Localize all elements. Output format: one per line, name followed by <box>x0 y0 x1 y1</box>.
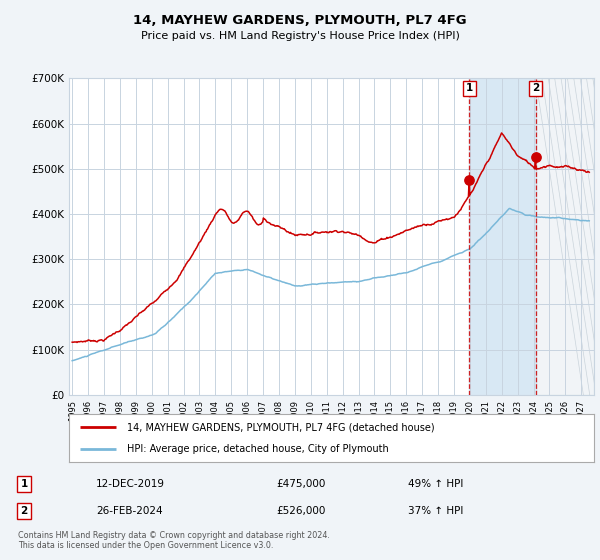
Text: Price paid vs. HM Land Registry's House Price Index (HPI): Price paid vs. HM Land Registry's House … <box>140 31 460 41</box>
Point <box>531 152 541 161</box>
Bar <box>469 78 536 395</box>
Bar <box>536 78 594 395</box>
Text: Contains HM Land Registry data © Crown copyright and database right 2024.
This d: Contains HM Land Registry data © Crown c… <box>18 531 330 550</box>
Text: £475,000: £475,000 <box>276 479 325 489</box>
Text: 2: 2 <box>532 83 539 93</box>
Text: £526,000: £526,000 <box>276 506 325 516</box>
Text: 14, MAYHEW GARDENS, PLYMOUTH, PL7 4FG: 14, MAYHEW GARDENS, PLYMOUTH, PL7 4FG <box>133 14 467 27</box>
Text: 12-DEC-2019: 12-DEC-2019 <box>96 479 165 489</box>
Point <box>464 176 474 185</box>
Text: 49% ↑ HPI: 49% ↑ HPI <box>408 479 463 489</box>
Text: HPI: Average price, detached house, City of Plymouth: HPI: Average price, detached house, City… <box>127 444 389 454</box>
Text: 37% ↑ HPI: 37% ↑ HPI <box>408 506 463 516</box>
Text: 14, MAYHEW GARDENS, PLYMOUTH, PL7 4FG (detached house): 14, MAYHEW GARDENS, PLYMOUTH, PL7 4FG (d… <box>127 422 434 432</box>
Text: 26-FEB-2024: 26-FEB-2024 <box>96 506 163 516</box>
Text: 1: 1 <box>20 479 28 489</box>
Text: 1: 1 <box>466 83 473 93</box>
Text: 2: 2 <box>20 506 28 516</box>
